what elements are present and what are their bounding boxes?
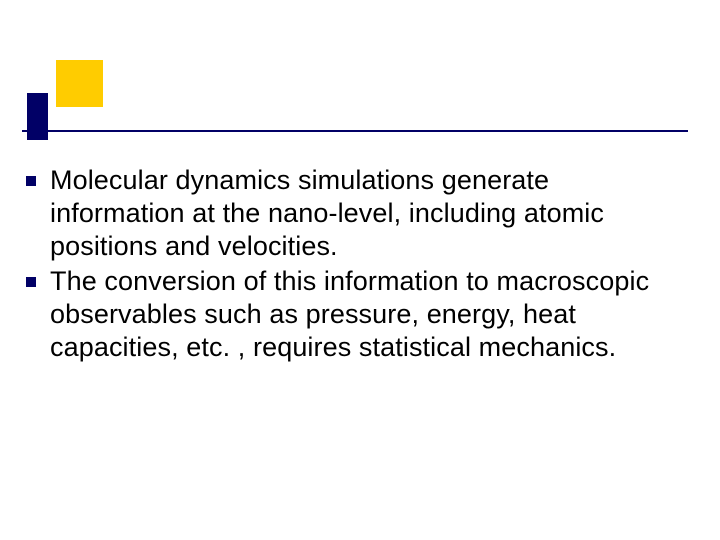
header-decor — [27, 30, 87, 145]
square-bullet-icon — [26, 176, 36, 186]
list-item: Molecular dynamics simulations generate … — [20, 164, 690, 263]
list-item-text: The conversion of this information to ma… — [50, 265, 690, 364]
square-bullet-icon — [26, 277, 36, 287]
slide: Molecular dynamics simulations generate … — [0, 0, 720, 540]
list-item: The conversion of this information to ma… — [20, 265, 690, 364]
decor-navy-rect — [27, 93, 48, 140]
header-rule — [22, 130, 688, 132]
list-item-text: Molecular dynamics simulations generate … — [50, 164, 690, 263]
decor-yellow-square — [56, 60, 103, 107]
bullet-list: Molecular dynamics simulations generate … — [20, 164, 690, 366]
